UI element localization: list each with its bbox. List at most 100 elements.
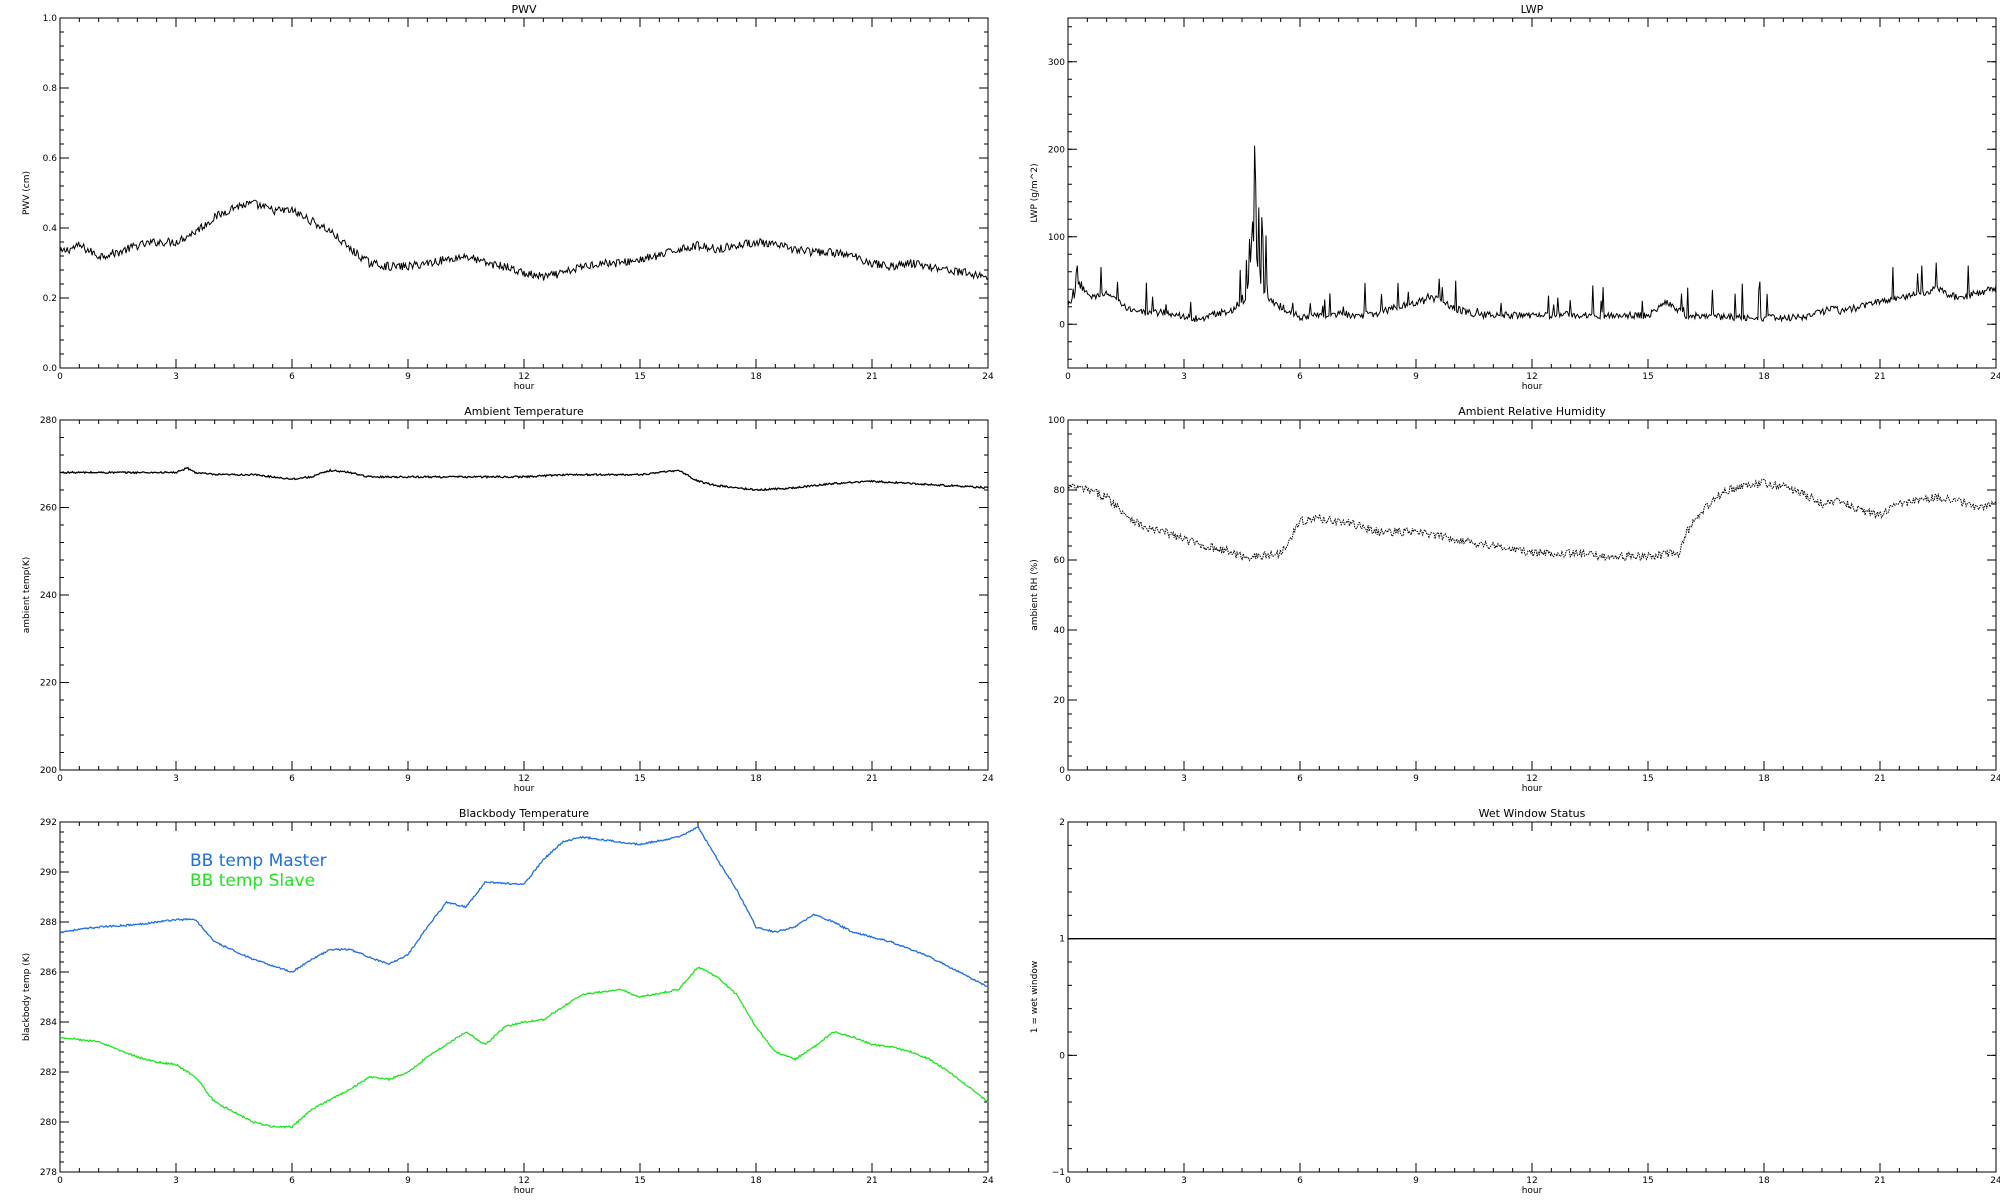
y-axis-label: ambient RH (%) xyxy=(1030,559,1040,631)
x-tick-label: 3 xyxy=(173,372,179,382)
x-tick-label: 9 xyxy=(1413,1176,1419,1186)
chart-panel-2: Ambient Temperature 0 3 6 9 12 15 18 21 24 hour 200… xyxy=(22,405,994,794)
series-line-1 xyxy=(59,966,989,1129)
x-tick-label: 15 xyxy=(634,1176,645,1186)
x-tick-label: 18 xyxy=(750,1176,762,1186)
y-tick-label: 260 xyxy=(40,504,57,514)
x-tick-label: 3 xyxy=(1181,372,1187,382)
plot-frame xyxy=(59,17,989,369)
series-line-0 xyxy=(1067,145,1997,323)
chart-panel-0: PWV 0 3 6 9 12 15 18 21 24 hour 0.0 0.2 0.4 0.6 0.8 1.0 P… xyxy=(22,3,994,392)
y-tick-label: 0 xyxy=(1059,766,1065,776)
chart-title: Wet Window Status xyxy=(1479,807,1586,820)
y-tick-label: 288 xyxy=(40,918,57,928)
legend-entry: BB temp Master xyxy=(190,851,327,871)
x-tick-label: 24 xyxy=(1990,372,2000,382)
x-tick-label: 12 xyxy=(518,774,529,784)
x-tick-label: 3 xyxy=(173,1176,179,1186)
y-tick-label: 100 xyxy=(1048,416,1065,426)
x-tick-label: 9 xyxy=(405,372,411,382)
y-tick-label: 2 xyxy=(1059,818,1065,828)
y-tick-label: 0 xyxy=(1059,320,1065,330)
x-tick-label: 24 xyxy=(982,774,994,784)
x-tick-label: 21 xyxy=(866,1176,877,1186)
x-tick-label: 15 xyxy=(634,372,645,382)
x-tick-label: 0 xyxy=(57,1176,63,1186)
y-tick-label: 280 xyxy=(40,416,57,426)
x-tick-label: 0 xyxy=(1065,1176,1071,1186)
y-tick-label: 200 xyxy=(40,766,57,776)
y-tick-label: 240 xyxy=(40,591,57,601)
y-axis-label: blackbody temp (K) xyxy=(22,953,32,1041)
chart-panel-3: Ambient Relative Humidity 0 3 6 9 12 15 18 21 24 h… xyxy=(1030,405,2000,794)
x-tick-label: 9 xyxy=(405,1176,411,1186)
x-tick-label: 15 xyxy=(1642,372,1653,382)
x-tick-label: 18 xyxy=(750,372,762,382)
x-tick-label: 18 xyxy=(750,774,762,784)
x-tick-label: 24 xyxy=(1990,774,2000,784)
x-tick-label: 15 xyxy=(1642,774,1653,784)
x-axis-label: hour xyxy=(1522,784,1543,794)
x-tick-label: 3 xyxy=(1181,1176,1187,1186)
x-axis-label: hour xyxy=(1522,1186,1543,1196)
series-line-0 xyxy=(59,825,989,988)
x-tick-label: 6 xyxy=(1297,372,1303,382)
x-tick-label: 18 xyxy=(1758,774,1770,784)
x-tick-label: 3 xyxy=(1181,774,1187,784)
y-tick-label: 0.0 xyxy=(43,364,58,374)
x-tick-label: 12 xyxy=(518,372,529,382)
x-tick-label: 6 xyxy=(289,1176,295,1186)
x-axis-label: hour xyxy=(514,1186,535,1196)
x-tick-label: 24 xyxy=(1990,1176,2000,1186)
x-axis-label: hour xyxy=(514,382,535,392)
x-tick-label: 12 xyxy=(1526,1176,1537,1186)
y-tick-label: 80 xyxy=(1054,486,1066,496)
y-axis-label: LWP (g/m^2) xyxy=(1030,163,1040,222)
x-tick-label: 12 xyxy=(518,1176,529,1186)
x-tick-label: 9 xyxy=(405,774,411,784)
x-tick-label: 21 xyxy=(1874,1176,1885,1186)
y-axis-label: 1 = wet window xyxy=(1030,961,1040,1033)
x-tick-label: 21 xyxy=(1874,372,1885,382)
y-tick-label: 286 xyxy=(40,968,57,978)
x-axis-label: hour xyxy=(514,784,535,794)
x-tick-label: 21 xyxy=(866,774,877,784)
x-tick-label: 6 xyxy=(1297,1176,1303,1186)
y-tick-label: 20 xyxy=(1054,696,1066,706)
x-tick-label: 24 xyxy=(982,372,994,382)
x-tick-label: 18 xyxy=(1758,372,1770,382)
y-tick-label: 1 xyxy=(1059,935,1065,945)
y-tick-label: 0 xyxy=(1059,1051,1065,1061)
y-tick-label: 60 xyxy=(1054,556,1066,566)
y-tick-label: 278 xyxy=(40,1168,57,1178)
y-axis-label: ambient temp(K) xyxy=(22,557,32,634)
x-tick-label: 12 xyxy=(1526,372,1537,382)
x-axis-label: hour xyxy=(1522,382,1543,392)
y-tick-label: 290 xyxy=(40,868,57,878)
y-tick-label: 0.2 xyxy=(43,294,57,304)
x-tick-label: 6 xyxy=(289,372,295,382)
x-tick-label: 9 xyxy=(1413,774,1419,784)
y-tick-label: 200 xyxy=(1048,145,1065,155)
series-line-0 xyxy=(59,199,989,281)
legend-entry: BB temp Slave xyxy=(190,871,315,891)
plot-frame xyxy=(1067,821,1997,1173)
x-tick-label: 15 xyxy=(1642,1176,1653,1186)
y-tick-label: 282 xyxy=(40,1068,57,1078)
y-tick-label: 100 xyxy=(1048,233,1065,243)
y-tick-label: 284 xyxy=(40,1018,57,1028)
x-tick-label: 24 xyxy=(982,1176,994,1186)
y-tick-label: 0.6 xyxy=(43,154,58,164)
x-tick-label: 15 xyxy=(634,774,645,784)
chart-title: Ambient Temperature xyxy=(464,405,584,418)
series-line-0 xyxy=(1067,478,1997,562)
y-tick-label: 300 xyxy=(1048,58,1065,68)
x-tick-label: 0 xyxy=(1065,372,1071,382)
chart-title: LWP xyxy=(1521,3,1544,16)
chart-title: PWV xyxy=(511,3,537,16)
chart-panel-4: Blackbody Temperature 0 3 6 9 12 15 18 21 24 hour 2… xyxy=(22,807,994,1196)
x-tick-label: 0 xyxy=(57,774,63,784)
plot-frame xyxy=(1067,419,1997,771)
x-tick-label: 0 xyxy=(1065,774,1071,784)
